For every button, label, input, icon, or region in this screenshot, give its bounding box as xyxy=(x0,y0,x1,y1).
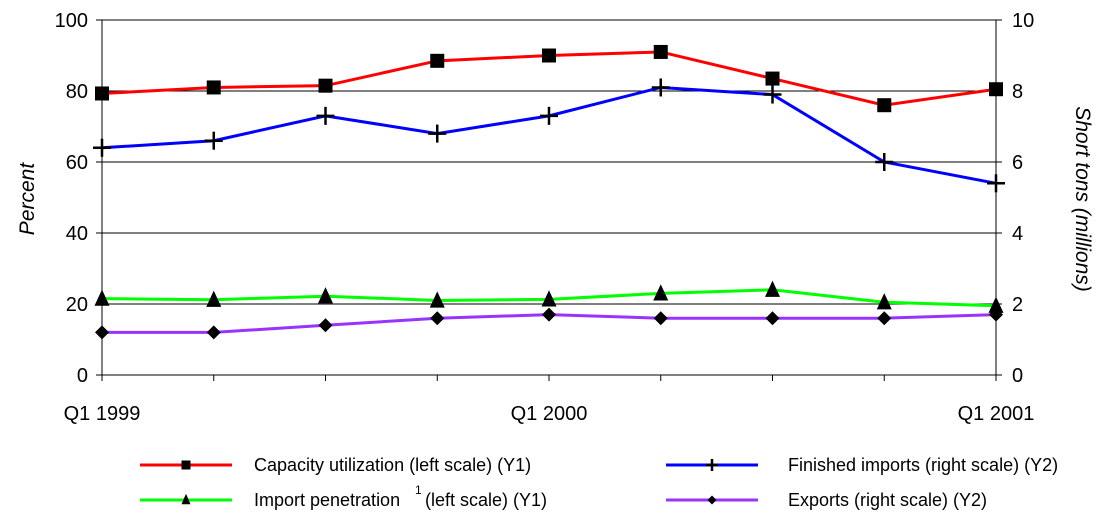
legend-item: Import penetration 1 (left scale) (Y1) xyxy=(140,483,547,510)
legend-label-superscript: 1 xyxy=(415,483,422,497)
data-point xyxy=(542,48,556,63)
x-tick-label: Q1 2001 xyxy=(958,403,1035,425)
y1-tick-label: 80 xyxy=(66,81,88,103)
data-point xyxy=(653,284,669,301)
data-point xyxy=(93,138,111,157)
x-tick-labels: Q1 1999 Q1 2000 Q1 2001 xyxy=(64,403,1035,425)
data-point xyxy=(430,311,445,326)
data-point xyxy=(429,291,445,308)
y2-tick-label: 0 xyxy=(1012,365,1023,387)
legend-label: Import penetration xyxy=(254,490,400,510)
data-point xyxy=(989,307,1003,322)
y1-tick-label: 20 xyxy=(66,294,88,316)
data-point xyxy=(318,287,333,304)
data-point xyxy=(95,86,109,101)
data-point xyxy=(540,106,558,125)
data-point xyxy=(206,325,221,340)
data-point xyxy=(653,311,668,326)
legend-marker xyxy=(181,460,191,470)
legend-marker xyxy=(707,495,717,505)
legend-label-rest: (left scale) (Y1) xyxy=(425,490,547,510)
legend-label: Exports (right scale) (Y2) xyxy=(788,490,987,510)
y2-tick-label: 8 xyxy=(1012,81,1023,103)
data-point xyxy=(206,290,222,307)
y2-tick-label: 2 xyxy=(1012,294,1023,316)
gridlines xyxy=(102,19,996,376)
y1-tick-label: 0 xyxy=(77,365,88,387)
data-point xyxy=(428,124,447,143)
y1-tick-label: 40 xyxy=(66,223,88,245)
data-point xyxy=(318,318,333,333)
y1-tick-label: 100 xyxy=(55,10,88,32)
data-point xyxy=(875,153,894,171)
series-line xyxy=(101,85,997,185)
legend-label: Capacity utilization (left scale) (Y1) xyxy=(254,455,531,475)
data-point xyxy=(204,131,223,150)
y2-tick-label: 10 xyxy=(1012,10,1034,32)
data-point xyxy=(765,71,780,86)
legend-marker xyxy=(181,493,191,505)
y1-axis-title: Percent xyxy=(16,162,39,236)
legend-item: Exports (right scale) (Y2) xyxy=(666,490,987,510)
y2-tick-labels: 0 2 4 6 8 10 xyxy=(1012,10,1034,387)
y1-tick-labels: 0 20 40 60 80 100 xyxy=(55,10,88,387)
data-point xyxy=(876,293,892,310)
data-point xyxy=(542,307,556,322)
data-point xyxy=(206,80,221,95)
y2-axis-title: Short tons (millions) xyxy=(1071,106,1094,292)
data-point xyxy=(653,44,668,59)
data-point xyxy=(877,98,892,113)
legend-item: Finished imports (right scale) (Y2) xyxy=(666,455,1058,475)
y2-tick-label: 6 xyxy=(1012,152,1023,174)
data-point xyxy=(541,290,557,307)
data-point xyxy=(989,82,1003,97)
data-point xyxy=(988,296,1004,313)
data-point xyxy=(877,311,892,326)
data-point xyxy=(987,174,1005,193)
x-tick-label: Q1 1999 xyxy=(64,403,141,425)
y1-tick-label: 60 xyxy=(66,152,88,174)
data-point xyxy=(651,78,670,97)
axes xyxy=(96,19,1002,381)
data-point xyxy=(765,311,780,326)
data-point xyxy=(94,289,110,306)
series-markers xyxy=(93,44,1005,340)
data-point xyxy=(763,85,782,104)
legend-label: Finished imports (right scale) (Y2) xyxy=(788,455,1058,475)
data-point xyxy=(430,53,445,68)
legend-marker xyxy=(706,459,718,471)
data-point xyxy=(95,325,109,340)
legend-item: Capacity utilization (left scale) (Y1) xyxy=(140,455,531,475)
data-point xyxy=(316,106,335,125)
data-point xyxy=(318,78,333,93)
data-point xyxy=(765,280,780,297)
legend: Capacity utilization (left scale) (Y1) Fi… xyxy=(140,455,1058,510)
x-tick-label: Q1 2000 xyxy=(511,403,588,425)
y2-tick-label: 4 xyxy=(1012,223,1023,245)
